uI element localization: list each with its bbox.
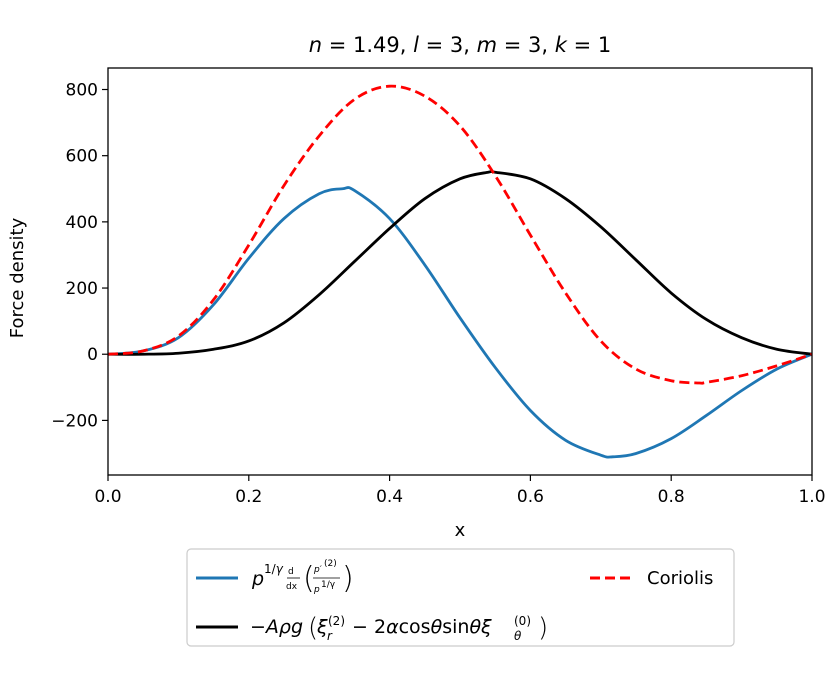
svg-text:−Aρg: −Aρg	[250, 616, 303, 638]
svg-text:(2): (2)	[328, 614, 345, 628]
svg-text:r: r	[327, 629, 333, 643]
legend: p 1/γ d dx ( p′ (2) p 1/γ ) −Aρg ( ξ r (…	[186, 548, 735, 647]
y-tick-label: 400	[66, 213, 98, 233]
title-n-symbol: n	[309, 33, 322, 57]
x-tick-label: 0.8	[658, 487, 685, 507]
svg-text:d: d	[288, 567, 294, 577]
title-k-value: 1	[598, 33, 611, 57]
chart-title: n = 1.49, l = 3, m = 3, k = 1	[309, 33, 612, 57]
y-tick-label: −200	[51, 411, 98, 431]
y-tick-label: 800	[66, 81, 98, 101]
svg-text:1/γ: 1/γ	[264, 562, 284, 576]
tick-layer: 0.0 0.2 0.4 0.6 0.8 1.0 −200 0 200 400 600 800	[51, 81, 825, 507]
series-layer	[107, 84, 813, 459]
series-line-coriolis	[107, 84, 813, 385]
svg-text:− 2αcosθsinθξ: − 2αcosθsinθξ	[352, 616, 492, 638]
y-tick-label: 600	[66, 147, 98, 167]
y-tick-label: 0	[87, 345, 98, 365]
title-l-symbol: l	[413, 33, 419, 57]
x-tick-label: 1.0	[798, 487, 825, 507]
svg-text:(2): (2)	[324, 559, 337, 569]
svg-text:(: (	[308, 613, 318, 643]
legend-label-coriolis: Coriolis	[647, 568, 713, 589]
svg-text:): )	[342, 561, 354, 596]
svg-text:θ: θ	[514, 629, 522, 643]
svg-text:dx: dx	[286, 582, 298, 592]
title-n-value: 1.49	[353, 33, 400, 57]
svg-text:p′: p′	[313, 565, 322, 575]
x-tick-label: 0.6	[517, 487, 544, 507]
title-m-value: 3	[528, 33, 541, 57]
y-tick-label: 200	[66, 279, 98, 299]
svg-text:1/γ: 1/γ	[321, 580, 336, 590]
plot-frame	[107, 67, 813, 476]
title-l-value: 3	[450, 33, 463, 57]
series-line-gravity	[107, 170, 813, 356]
svg-text:(0): (0)	[514, 614, 531, 628]
legend-label-gravity: −Aρg ( ξ r (2) − 2αcosθsinθξ θ (0) )	[250, 613, 548, 643]
svg-text:(: (	[303, 561, 315, 596]
legend-frame	[186, 548, 735, 647]
title-k-symbol: k	[555, 33, 568, 57]
svg-text:p: p	[313, 585, 320, 595]
svg-text:p: p	[251, 568, 264, 590]
svg-text:ξ: ξ	[316, 616, 328, 638]
series-line-pressure-gradient	[107, 186, 813, 459]
x-axis-label: x	[455, 520, 466, 541]
x-tick-label: 0.0	[94, 487, 121, 507]
y-axis-label: Force density	[7, 217, 28, 338]
x-tick-label: 0.2	[235, 487, 262, 507]
x-tick-label: 0.4	[376, 487, 403, 507]
legend-label-pressure: p 1/γ d dx ( p′ (2) p 1/γ )	[251, 559, 354, 596]
title-m-symbol: m	[477, 33, 497, 57]
svg-text:): )	[538, 613, 548, 643]
